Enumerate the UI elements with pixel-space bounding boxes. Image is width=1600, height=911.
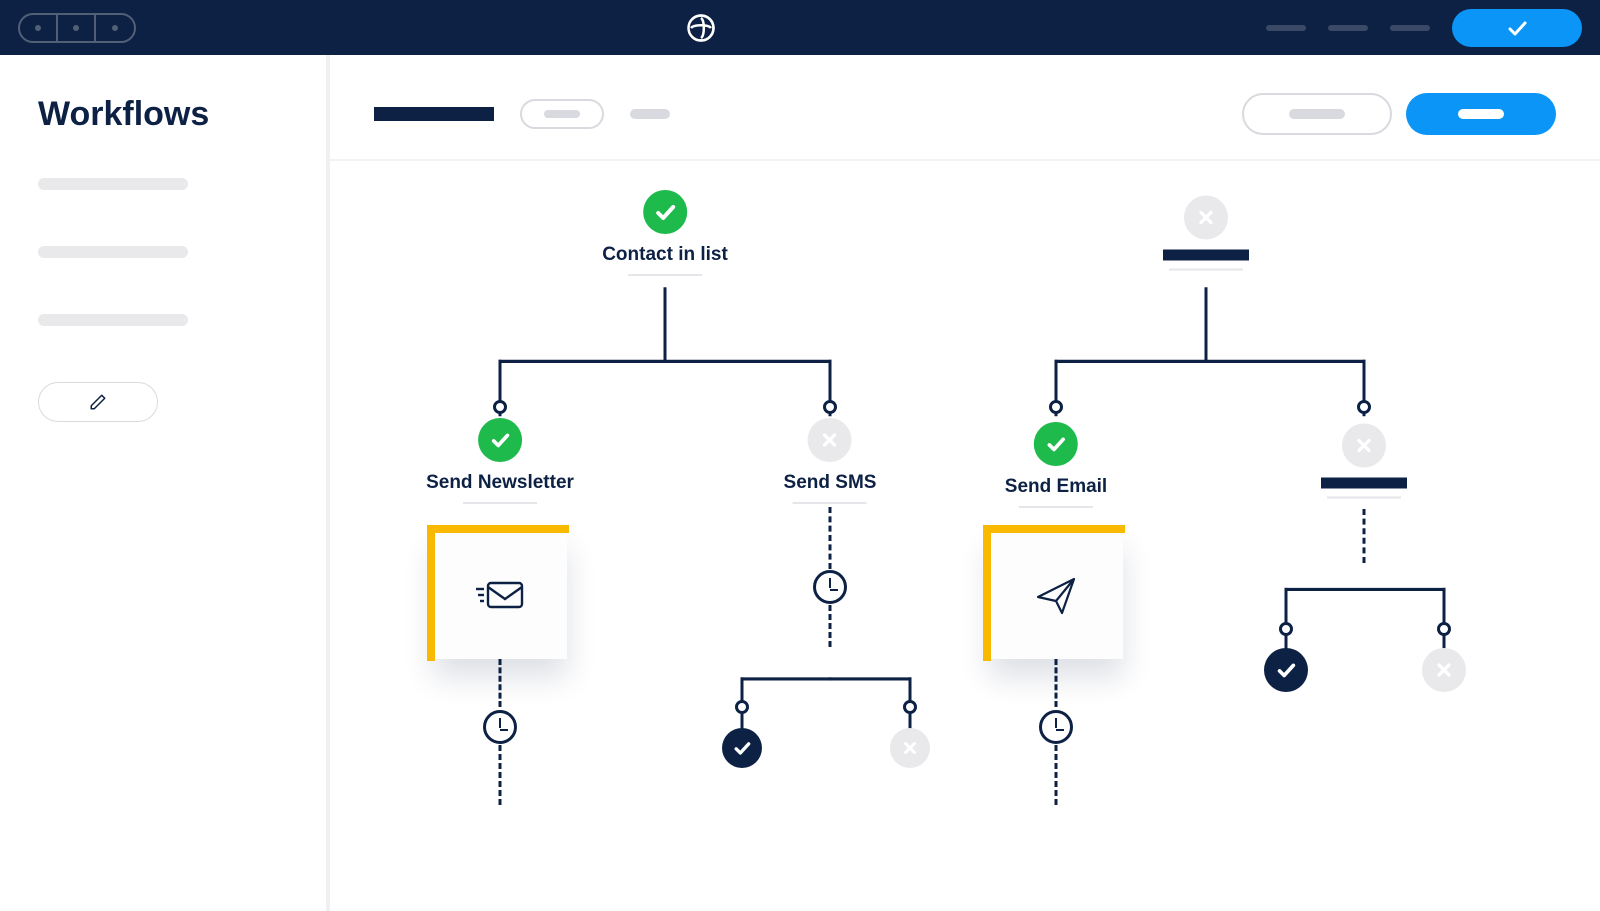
app-logo-icon <box>686 13 716 43</box>
action-card-newsletter[interactable] <box>433 531 567 659</box>
node-contact-in-list[interactable]: Contact in list <box>602 190 728 276</box>
branch-port[interactable] <box>735 700 749 714</box>
x-icon <box>1422 648 1466 692</box>
connector-dashed <box>1055 659 1058 707</box>
sidebar-edit-button[interactable] <box>38 382 158 422</box>
sidebar-item-1[interactable] <box>38 178 188 190</box>
sidebar-item-3[interactable] <box>38 314 188 326</box>
node-label: Contact in list <box>602 244 728 266</box>
node-label-placeholder <box>1163 250 1249 261</box>
node-label: Send Email <box>1005 476 1107 498</box>
delay-clock-icon[interactable] <box>483 710 517 744</box>
connector-dashed <box>1363 509 1366 563</box>
connector-dashed <box>829 605 832 647</box>
node-underline <box>793 502 867 504</box>
terminal-yes[interactable] <box>1264 648 1308 702</box>
x-icon <box>808 418 852 462</box>
node-underline <box>628 274 702 276</box>
topbar-link-1[interactable] <box>1266 25 1306 31</box>
workflow-canvas[interactable]: Contact in list Send Newsletter <box>330 161 1600 907</box>
connector-dashed <box>499 659 502 707</box>
main-header <box>330 55 1600 161</box>
topbar <box>0 0 1600 55</box>
delay-clock-icon[interactable] <box>813 570 847 604</box>
delay-clock-icon[interactable] <box>1039 710 1073 744</box>
check-icon <box>1034 422 1078 466</box>
winctrl-3[interactable] <box>96 15 134 41</box>
node-underline <box>1019 506 1093 508</box>
topbar-link-3[interactable] <box>1390 25 1430 31</box>
window-controls[interactable] <box>18 13 136 43</box>
check-icon <box>1264 648 1308 692</box>
x-icon <box>1184 196 1228 240</box>
pencil-icon <box>89 393 107 411</box>
x-icon <box>890 728 930 768</box>
branch-port[interactable] <box>903 700 917 714</box>
sidebar-title: Workflows <box>38 95 288 134</box>
terminal-no[interactable] <box>1422 648 1466 702</box>
node-underline <box>1169 269 1243 271</box>
node-underline <box>1327 497 1401 499</box>
paperplane-icon <box>1032 571 1080 619</box>
node-send-newsletter[interactable]: Send Newsletter <box>426 418 574 504</box>
check-icon <box>643 190 687 234</box>
check-icon <box>478 418 522 462</box>
branch-port[interactable] <box>493 400 507 414</box>
connector-dashed <box>829 507 832 569</box>
action-card-email[interactable] <box>989 531 1123 659</box>
main: Contact in list Send Newsletter <box>330 55 1600 911</box>
branch-port[interactable] <box>1357 400 1371 414</box>
branch-port[interactable] <box>1049 400 1063 414</box>
x-icon <box>1342 424 1386 468</box>
branch-port[interactable] <box>823 400 837 414</box>
terminal-yes[interactable] <box>722 728 762 778</box>
primary-button[interactable] <box>1406 93 1556 135</box>
winctrl-2[interactable] <box>58 15 96 41</box>
tabs <box>374 99 670 129</box>
node-send-sms[interactable]: Send SMS <box>784 418 877 504</box>
node-right-2[interactable] <box>1321 424 1407 499</box>
connector-dashed <box>499 745 502 805</box>
topbar-right <box>1266 9 1582 47</box>
node-root-2[interactable] <box>1163 196 1249 271</box>
header-actions <box>1242 93 1556 135</box>
secondary-button[interactable] <box>1242 93 1392 135</box>
node-label: Send Newsletter <box>426 472 574 494</box>
terminal-no[interactable] <box>890 728 930 778</box>
node-send-email[interactable]: Send Email <box>1005 422 1107 508</box>
tab-plain[interactable] <box>630 109 670 119</box>
node-underline <box>463 502 537 504</box>
topbar-confirm-button[interactable] <box>1452 9 1582 47</box>
newsletter-icon <box>472 575 528 615</box>
connector-dashed <box>1055 745 1058 805</box>
winctrl-1[interactable] <box>20 15 58 41</box>
topbar-link-2[interactable] <box>1328 25 1368 31</box>
tab-pill[interactable] <box>520 99 604 129</box>
branch-port[interactable] <box>1437 622 1451 636</box>
tab-active[interactable] <box>374 107 494 121</box>
node-label: Send SMS <box>784 472 877 494</box>
check-icon <box>722 728 762 768</box>
node-label-placeholder <box>1321 478 1407 489</box>
sidebar: Workflows <box>0 55 330 911</box>
branch-port[interactable] <box>1279 622 1293 636</box>
sidebar-item-2[interactable] <box>38 246 188 258</box>
